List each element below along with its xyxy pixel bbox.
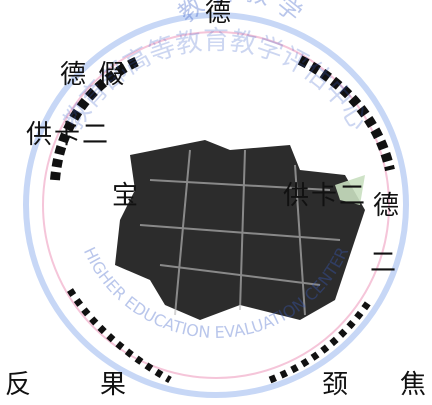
seal-outer-ring (23, 12, 409, 398)
ink-arc-bottom-right (268, 298, 373, 384)
ink-arc-right (297, 55, 395, 172)
ink-arc-bottom-left (67, 288, 172, 384)
glyph-bottom-1: 反 (5, 370, 34, 400)
map-streets (139, 149, 341, 316)
glyph-row-3-right: 德 (373, 191, 402, 221)
green-patch (335, 175, 365, 205)
glyph-row-3-left: 宝 (112, 181, 141, 211)
glyph-row-2-left: 供卡二 (26, 120, 111, 150)
glyph-row-1: 德 假 (60, 60, 127, 90)
glyph-bottom-2: 果 (100, 370, 129, 400)
glyph-row-3-mid: 供卡二 (283, 181, 368, 211)
glyph-top: 德 (205, 0, 234, 28)
glyph-bottom-3: 颈 (322, 370, 351, 400)
glyph-bottom-4: 焦 (400, 370, 429, 400)
glyph-row-4-right: 二 (370, 248, 399, 278)
ink-arc-left (50, 55, 143, 181)
seal-inner-ring (42, 31, 390, 379)
